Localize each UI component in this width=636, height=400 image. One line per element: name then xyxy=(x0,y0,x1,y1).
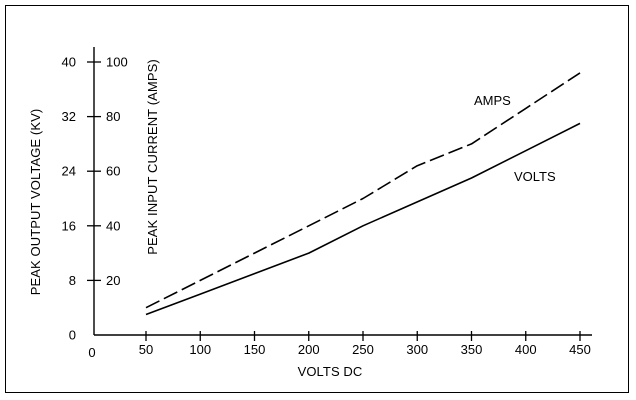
series-label-volts: VOLTS xyxy=(514,169,556,184)
series-line-amps xyxy=(145,72,581,309)
y-axis-title-inner: PEAK INPUT CURRENT (AMPS) xyxy=(145,59,160,255)
y-inner-tick-label: 20 xyxy=(106,273,120,288)
x-axis-title: VOLTS DC xyxy=(298,364,363,379)
y-outer-tick-label: 8 xyxy=(69,273,76,288)
x-tick-label: 400 xyxy=(515,342,537,357)
chart-frame xyxy=(5,5,629,393)
series-line-volts xyxy=(145,122,581,316)
y-inner-tick-label: 80 xyxy=(106,109,120,124)
series-lines xyxy=(145,72,581,316)
x-tick-label: 200 xyxy=(298,342,320,357)
y-inner-tick-label: 60 xyxy=(106,164,120,179)
y-outer-tick-label: 16 xyxy=(62,218,76,233)
series-label-amps: AMPS xyxy=(474,93,511,108)
x-tick-label: 150 xyxy=(244,342,266,357)
x-ticks: 50 100 150 200 250 300 350 400 450 xyxy=(139,331,591,357)
axes xyxy=(93,47,592,336)
y-outer-tick-label: 24 xyxy=(62,164,76,179)
y-axis-title-outer: PEAK OUTPUT VOLTAGE (KV) xyxy=(28,109,43,296)
x-tick-label: 250 xyxy=(352,342,374,357)
y-outer-tick-label: 40 xyxy=(62,55,76,70)
x-tick-label: 300 xyxy=(406,342,428,357)
y-outer-tick-label: 32 xyxy=(62,109,76,124)
y-inner-tick-label: 100 xyxy=(106,55,128,70)
x-tick-label: 350 xyxy=(461,342,483,357)
x-tick-label: 450 xyxy=(569,342,591,357)
x-tick-label: 50 xyxy=(139,342,153,357)
x-tick-label: 100 xyxy=(189,342,211,357)
y-inner-tick-label: 40 xyxy=(106,218,120,233)
x-zero-label: 0 xyxy=(88,345,95,360)
y-ticks: 0 8 16 24 32 40 20 40 60 80 100 xyxy=(62,55,128,343)
y-outer-tick-label: 0 xyxy=(69,328,76,343)
